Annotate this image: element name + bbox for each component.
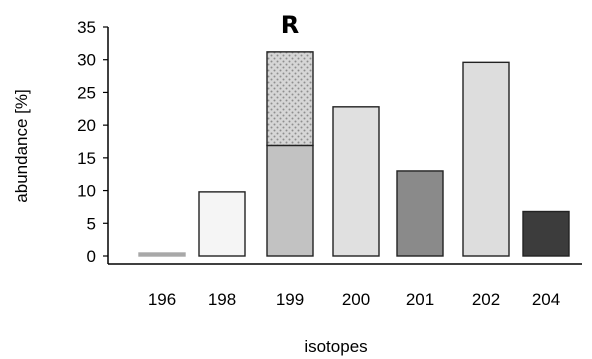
bar-202 — [462, 61, 510, 257]
chart-title: R — [281, 11, 299, 39]
x-tick-label-201: 201 — [406, 290, 434, 309]
bar-196 — [138, 252, 186, 257]
y-tick-label: 35 — [77, 18, 96, 37]
axes-group — [107, 27, 582, 265]
bar-201 — [396, 170, 444, 257]
y-ticks-group: 0 5 10 15 20 25 30 35 — [77, 18, 108, 266]
bar-204 — [522, 210, 570, 257]
x-tick-label-199: 199 — [276, 290, 304, 309]
y-tick-label: 5 — [87, 214, 96, 233]
x-tick-label-200: 200 — [342, 290, 370, 309]
bar-199-segment — [266, 144, 314, 257]
y-tick-label: 15 — [77, 149, 96, 168]
y-tick-label: 10 — [77, 182, 96, 201]
y-axis-title: abundance [%] — [12, 89, 31, 202]
x-tick-label-196: 196 — [148, 290, 176, 309]
x-tick-label-198: 198 — [208, 290, 236, 309]
x-tick-label-202: 202 — [472, 290, 500, 309]
bar-200 — [332, 106, 380, 257]
y-tick-label: 0 — [87, 247, 96, 266]
y-tick-label: 30 — [77, 51, 96, 70]
bar-198 — [198, 191, 246, 257]
x-ticks-group: 196 198 199 200 201 202 204 — [148, 290, 560, 309]
y-tick-label: 25 — [77, 83, 96, 102]
bars-group — [138, 51, 570, 257]
y-tick-label: 20 — [77, 116, 96, 135]
bar-199-segment — [266, 51, 314, 147]
x-tick-label-204: 204 — [532, 290, 560, 309]
x-axis-title: isotopes — [304, 337, 367, 356]
